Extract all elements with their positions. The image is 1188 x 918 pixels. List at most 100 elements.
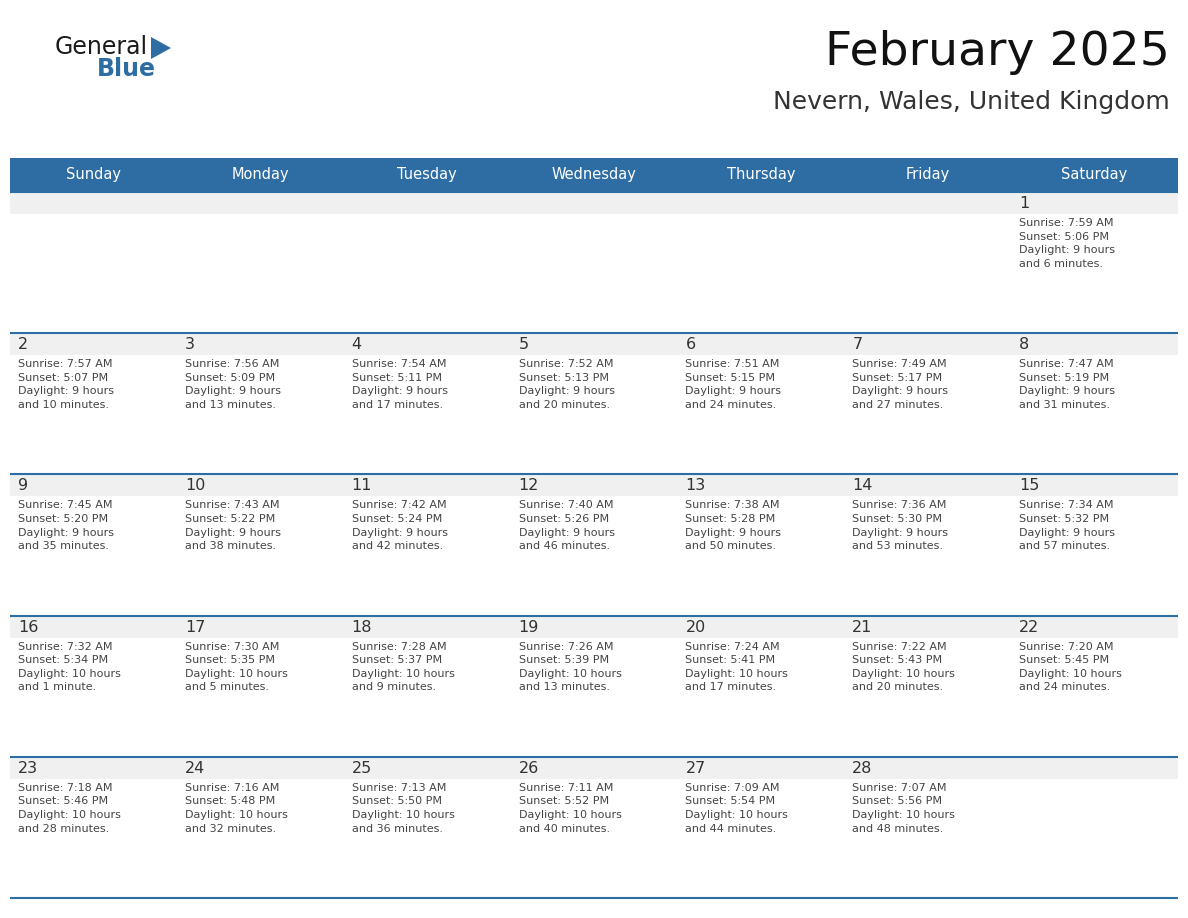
Text: 7: 7 [852, 337, 862, 353]
Text: Sunrise: 7:28 AM
Sunset: 5:37 PM
Daylight: 10 hours
and 9 minutes.: Sunrise: 7:28 AM Sunset: 5:37 PM Dayligh… [352, 642, 455, 692]
Text: Blue: Blue [97, 57, 156, 81]
Text: Sunrise: 7:57 AM
Sunset: 5:07 PM
Daylight: 9 hours
and 10 minutes.: Sunrise: 7:57 AM Sunset: 5:07 PM Dayligh… [18, 359, 114, 410]
Text: Sunrise: 7:34 AM
Sunset: 5:32 PM
Daylight: 9 hours
and 57 minutes.: Sunrise: 7:34 AM Sunset: 5:32 PM Dayligh… [1019, 500, 1116, 551]
Bar [1011, 475, 1178, 497]
Bar [677, 756, 845, 898]
Bar [177, 475, 343, 497]
Text: 14: 14 [852, 478, 873, 493]
Text: Tuesday: Tuesday [397, 167, 457, 183]
Text: 1: 1 [1019, 196, 1029, 211]
Text: 2: 2 [18, 337, 29, 353]
Bar [10, 616, 177, 756]
Bar [511, 616, 677, 756]
Text: 11: 11 [352, 478, 372, 493]
Bar [1011, 616, 1178, 638]
Text: Saturday: Saturday [1061, 167, 1127, 183]
Bar [845, 616, 1011, 756]
Bar [343, 475, 511, 616]
Text: General: General [55, 35, 148, 59]
Bar [677, 333, 845, 475]
Bar [1011, 756, 1178, 778]
Bar [10, 158, 177, 192]
Bar [10, 475, 177, 616]
Bar [1011, 333, 1178, 475]
Bar [511, 756, 677, 778]
Text: Sunrise: 7:26 AM
Sunset: 5:39 PM
Daylight: 10 hours
and 13 minutes.: Sunrise: 7:26 AM Sunset: 5:39 PM Dayligh… [519, 642, 621, 692]
Bar [177, 333, 343, 475]
Bar [845, 756, 1011, 898]
Text: Sunrise: 7:30 AM
Sunset: 5:35 PM
Daylight: 10 hours
and 5 minutes.: Sunrise: 7:30 AM Sunset: 5:35 PM Dayligh… [185, 642, 287, 692]
Text: Sunrise: 7:07 AM
Sunset: 5:56 PM
Daylight: 10 hours
and 48 minutes.: Sunrise: 7:07 AM Sunset: 5:56 PM Dayligh… [852, 783, 955, 834]
Bar [511, 192, 677, 333]
Text: 4: 4 [352, 337, 362, 353]
Text: 17: 17 [185, 620, 206, 634]
Text: 16: 16 [18, 620, 38, 634]
Text: February 2025: February 2025 [826, 30, 1170, 75]
Text: Sunday: Sunday [65, 167, 121, 183]
Bar [177, 192, 343, 214]
Bar [677, 756, 845, 778]
Bar [343, 756, 511, 778]
Bar [677, 158, 845, 192]
Text: Sunrise: 7:42 AM
Sunset: 5:24 PM
Daylight: 9 hours
and 42 minutes.: Sunrise: 7:42 AM Sunset: 5:24 PM Dayligh… [352, 500, 448, 551]
Text: Sunrise: 7:47 AM
Sunset: 5:19 PM
Daylight: 9 hours
and 31 minutes.: Sunrise: 7:47 AM Sunset: 5:19 PM Dayligh… [1019, 359, 1116, 410]
Text: 15: 15 [1019, 478, 1040, 493]
Bar [677, 475, 845, 497]
Bar [1011, 616, 1178, 756]
Bar [511, 616, 677, 638]
Bar [845, 616, 1011, 638]
Text: Sunrise: 7:32 AM
Sunset: 5:34 PM
Daylight: 10 hours
and 1 minute.: Sunrise: 7:32 AM Sunset: 5:34 PM Dayligh… [18, 642, 121, 692]
Bar [343, 616, 511, 756]
Bar [511, 475, 677, 616]
Bar [677, 616, 845, 756]
Text: 12: 12 [519, 478, 539, 493]
Bar [845, 333, 1011, 355]
Bar [1011, 192, 1178, 333]
Bar [1011, 333, 1178, 355]
Text: 18: 18 [352, 620, 372, 634]
Text: 22: 22 [1019, 620, 1040, 634]
Bar [677, 475, 845, 616]
Text: 6: 6 [685, 337, 695, 353]
Bar [343, 192, 511, 214]
Bar [1011, 192, 1178, 214]
Text: Thursday: Thursday [727, 167, 795, 183]
Bar [511, 333, 677, 475]
Bar [511, 192, 677, 214]
Text: Monday: Monday [232, 167, 289, 183]
Bar [1011, 475, 1178, 616]
Bar [845, 475, 1011, 616]
Bar [177, 616, 343, 638]
Bar [177, 333, 343, 355]
Text: 3: 3 [185, 337, 195, 353]
Bar [845, 192, 1011, 214]
Bar [177, 192, 343, 333]
Bar [511, 158, 677, 192]
Text: 23: 23 [18, 761, 38, 776]
Text: Sunrise: 7:51 AM
Sunset: 5:15 PM
Daylight: 9 hours
and 24 minutes.: Sunrise: 7:51 AM Sunset: 5:15 PM Dayligh… [685, 359, 782, 410]
Text: Sunrise: 7:40 AM
Sunset: 5:26 PM
Daylight: 9 hours
and 46 minutes.: Sunrise: 7:40 AM Sunset: 5:26 PM Dayligh… [519, 500, 614, 551]
Bar [511, 333, 677, 355]
Text: Sunrise: 7:11 AM
Sunset: 5:52 PM
Daylight: 10 hours
and 40 minutes.: Sunrise: 7:11 AM Sunset: 5:52 PM Dayligh… [519, 783, 621, 834]
Bar [343, 475, 511, 497]
Bar [343, 333, 511, 355]
Text: 5: 5 [519, 337, 529, 353]
Text: Sunrise: 7:54 AM
Sunset: 5:11 PM
Daylight: 9 hours
and 17 minutes.: Sunrise: 7:54 AM Sunset: 5:11 PM Dayligh… [352, 359, 448, 410]
Text: Sunrise: 7:20 AM
Sunset: 5:45 PM
Daylight: 10 hours
and 24 minutes.: Sunrise: 7:20 AM Sunset: 5:45 PM Dayligh… [1019, 642, 1121, 692]
Bar [10, 333, 177, 355]
Text: Sunrise: 7:09 AM
Sunset: 5:54 PM
Daylight: 10 hours
and 44 minutes.: Sunrise: 7:09 AM Sunset: 5:54 PM Dayligh… [685, 783, 789, 834]
Text: Wednesday: Wednesday [551, 167, 637, 183]
Bar [177, 616, 343, 756]
Bar [10, 192, 177, 333]
Text: Sunrise: 7:59 AM
Sunset: 5:06 PM
Daylight: 9 hours
and 6 minutes.: Sunrise: 7:59 AM Sunset: 5:06 PM Dayligh… [1019, 218, 1116, 269]
Text: 28: 28 [852, 761, 873, 776]
Polygon shape [151, 37, 171, 59]
Text: 24: 24 [185, 761, 206, 776]
Bar [177, 158, 343, 192]
Text: Sunrise: 7:18 AM
Sunset: 5:46 PM
Daylight: 10 hours
and 28 minutes.: Sunrise: 7:18 AM Sunset: 5:46 PM Dayligh… [18, 783, 121, 834]
Text: Sunrise: 7:56 AM
Sunset: 5:09 PM
Daylight: 9 hours
and 13 minutes.: Sunrise: 7:56 AM Sunset: 5:09 PM Dayligh… [185, 359, 280, 410]
Bar [10, 333, 177, 475]
Bar [511, 756, 677, 898]
Text: Sunrise: 7:24 AM
Sunset: 5:41 PM
Daylight: 10 hours
and 17 minutes.: Sunrise: 7:24 AM Sunset: 5:41 PM Dayligh… [685, 642, 789, 692]
Bar [177, 756, 343, 898]
